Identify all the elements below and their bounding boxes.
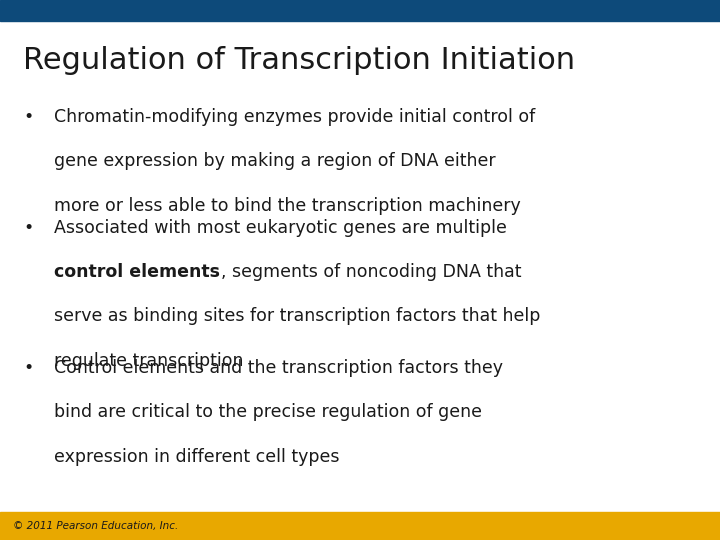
Text: •: • <box>23 108 33 126</box>
Text: Chromatin-modifying enzymes provide initial control of: Chromatin-modifying enzymes provide init… <box>54 108 535 126</box>
Text: •: • <box>23 359 33 377</box>
Text: © 2011 Pearson Education, Inc.: © 2011 Pearson Education, Inc. <box>13 521 179 531</box>
Text: bind are critical to the precise regulation of gene: bind are critical to the precise regulat… <box>54 403 482 421</box>
Text: more or less able to bind the transcription machinery: more or less able to bind the transcript… <box>54 197 521 214</box>
Text: gene expression by making a region of DNA either: gene expression by making a region of DN… <box>54 152 495 170</box>
Text: serve as binding sites for transcription factors that help: serve as binding sites for transcription… <box>54 307 541 325</box>
Text: Control elements and the transcription factors they: Control elements and the transcription f… <box>54 359 503 377</box>
Text: regulate transcription: regulate transcription <box>54 352 243 369</box>
Text: , segments of noncoding DNA that: , segments of noncoding DNA that <box>220 263 521 281</box>
Text: expression in different cell types: expression in different cell types <box>54 448 340 465</box>
Text: Regulation of Transcription Initiation: Regulation of Transcription Initiation <box>23 46 575 75</box>
Text: control elements: control elements <box>54 263 220 281</box>
Text: •: • <box>23 219 33 237</box>
Text: Associated with most eukaryotic genes are multiple: Associated with most eukaryotic genes ar… <box>54 219 507 237</box>
